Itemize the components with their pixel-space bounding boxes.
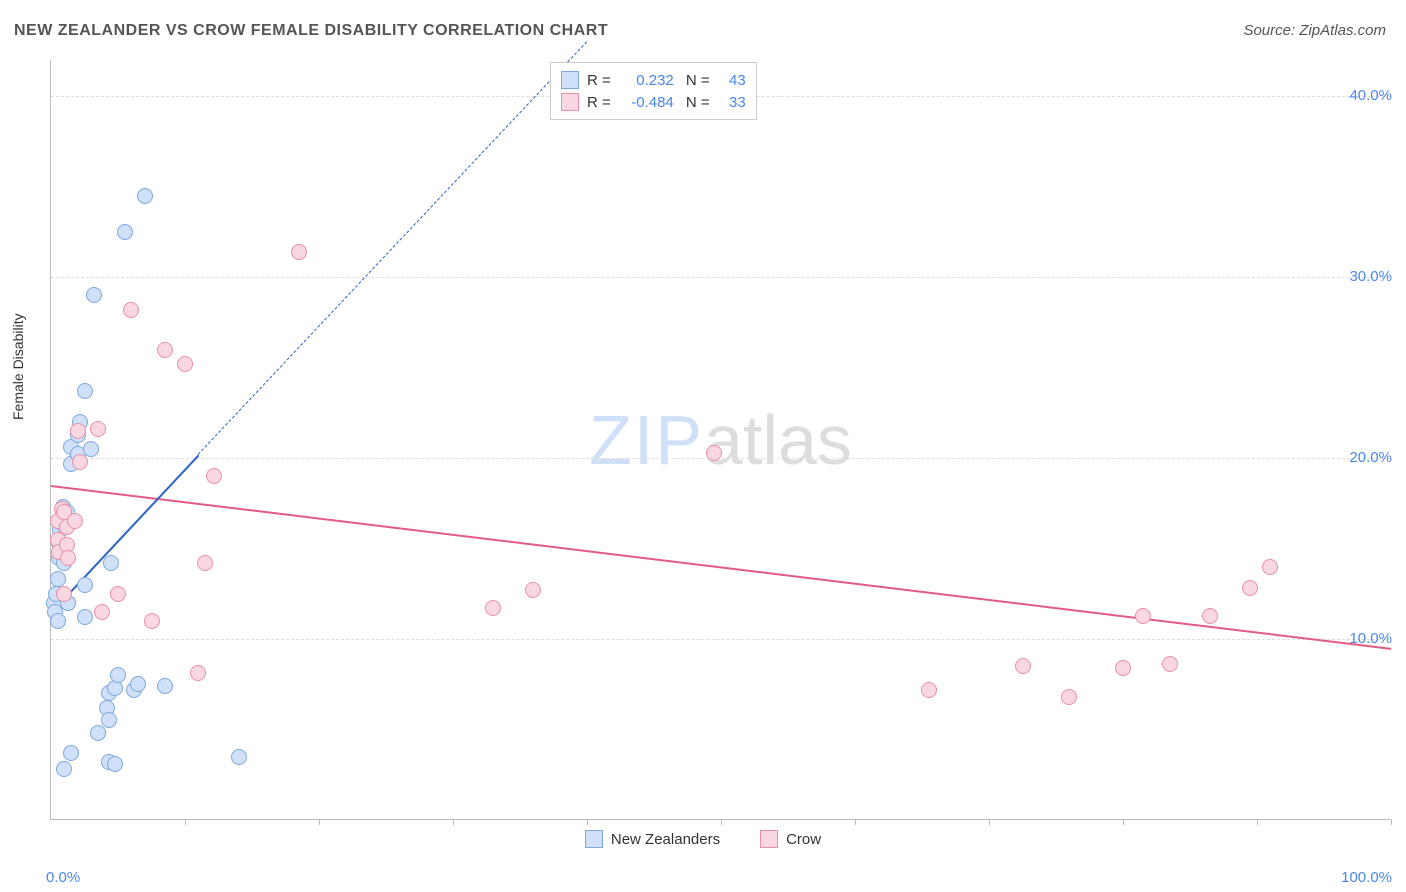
data-point [706, 445, 722, 461]
data-point [77, 577, 93, 593]
data-point [103, 555, 119, 571]
data-point [190, 665, 206, 681]
data-point [1242, 580, 1258, 596]
swatch-crow [760, 830, 778, 848]
x-tick [1257, 819, 1258, 825]
data-point [90, 725, 106, 741]
x-tick [587, 819, 588, 825]
data-point [63, 745, 79, 761]
stats-n-nz: 43 [718, 72, 746, 89]
gridline [51, 458, 1390, 459]
gridline [51, 277, 1390, 278]
data-point [72, 454, 88, 470]
data-point [56, 761, 72, 777]
stats-r-label: R = [587, 72, 611, 89]
y-axis-label: Female Disability [10, 313, 26, 420]
gridline [51, 639, 1390, 640]
plot-area: ZIPatlas [50, 60, 1390, 820]
stats-r-label: R = [587, 94, 611, 111]
data-point [291, 244, 307, 260]
data-point [177, 356, 193, 372]
x-tick [185, 819, 186, 825]
legend-item-crow: Crow [760, 830, 821, 848]
legend-item-nz: New Zealanders [585, 830, 720, 848]
stats-n-label: N = [682, 94, 710, 111]
data-point [60, 550, 76, 566]
data-point [485, 600, 501, 616]
swatch-nz [585, 830, 603, 848]
x-tick [721, 819, 722, 825]
x-tick [1391, 819, 1392, 825]
stats-legend-box: R = 0.232 N = 43 R = -0.484 N = 33 [550, 62, 757, 120]
stats-n-label: N = [682, 72, 710, 89]
data-point [110, 667, 126, 683]
data-point [1115, 660, 1131, 676]
chart-title: NEW ZEALANDER VS CROW FEMALE DISABILITY … [14, 22, 608, 40]
x-tick [855, 819, 856, 825]
x-tick [453, 819, 454, 825]
data-point [1135, 608, 1151, 624]
bottom-legend: New Zealanders Crow [0, 830, 1406, 848]
data-point [77, 383, 93, 399]
x-tick [319, 819, 320, 825]
data-point [70, 423, 86, 439]
data-point [90, 421, 106, 437]
regression-line [51, 485, 1391, 650]
data-point [197, 555, 213, 571]
chart-container: NEW ZEALANDER VS CROW FEMALE DISABILITY … [0, 0, 1406, 892]
data-point [130, 676, 146, 692]
data-point [94, 604, 110, 620]
data-point [123, 302, 139, 318]
x-tick [1123, 819, 1124, 825]
y-tick-label: 20.0% [1349, 449, 1392, 466]
data-point [157, 342, 173, 358]
source-label: Source: ZipAtlas.com [1243, 22, 1386, 39]
y-tick-label: 40.0% [1349, 87, 1392, 104]
legend-label-crow: Crow [786, 831, 821, 848]
data-point [206, 468, 222, 484]
data-point [137, 188, 153, 204]
data-point [921, 682, 937, 698]
data-point [1202, 608, 1218, 624]
data-point [117, 224, 133, 240]
stats-row-nz: R = 0.232 N = 43 [561, 69, 746, 91]
data-point [56, 586, 72, 602]
stats-row-crow: R = -0.484 N = 33 [561, 91, 746, 113]
data-point [144, 613, 160, 629]
watermark: ZIPatlas [589, 400, 852, 480]
data-point [1162, 656, 1178, 672]
data-point [50, 613, 66, 629]
data-point [110, 586, 126, 602]
data-point [1061, 689, 1077, 705]
data-point [525, 582, 541, 598]
data-point [1262, 559, 1278, 575]
data-point [157, 678, 173, 694]
watermark-zip: ZIP [589, 401, 704, 479]
x-tick [989, 819, 990, 825]
stats-n-crow: 33 [718, 94, 746, 111]
data-point [107, 756, 123, 772]
regression-line [198, 42, 587, 455]
y-tick-label: 30.0% [1349, 268, 1392, 285]
data-point [231, 749, 247, 765]
x-tick-first: 0.0% [46, 869, 80, 886]
y-tick-label: 10.0% [1349, 630, 1392, 647]
swatch-nz [561, 71, 579, 89]
data-point [1015, 658, 1031, 674]
data-point [67, 513, 83, 529]
data-point [86, 287, 102, 303]
stats-r-crow: -0.484 [619, 94, 674, 111]
legend-label-nz: New Zealanders [611, 831, 720, 848]
data-point [77, 609, 93, 625]
x-tick-last: 100.0% [1341, 869, 1392, 886]
watermark-atlas: atlas [704, 401, 852, 479]
stats-r-nz: 0.232 [619, 72, 674, 89]
swatch-crow [561, 93, 579, 111]
